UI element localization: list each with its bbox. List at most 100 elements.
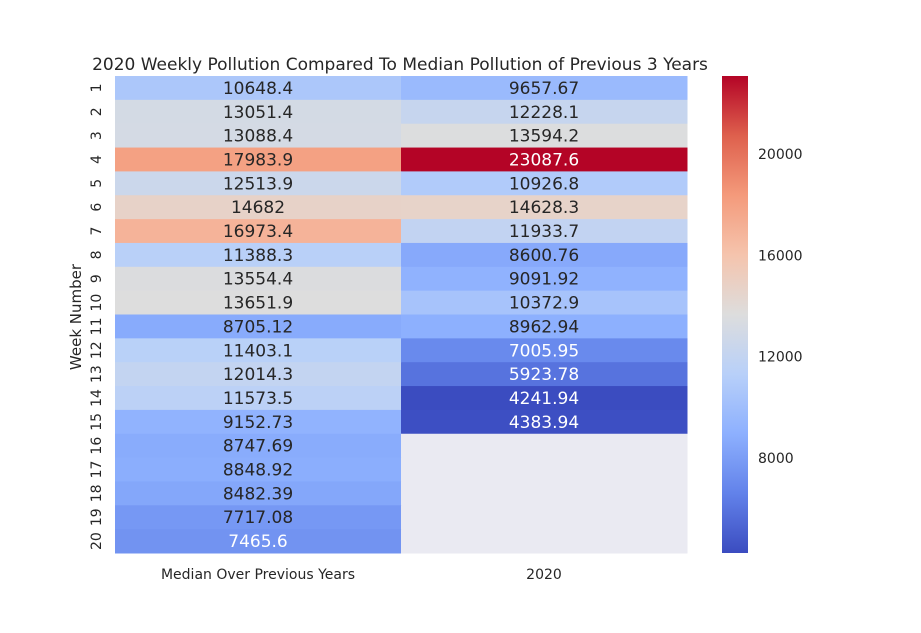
cell-value-label: 12513.9 <box>223 174 293 194</box>
heatmap-cell-r4-c1 <box>115 147 402 172</box>
y-axis-label: Week Number <box>67 263 85 370</box>
heatmap-cell-r20-c1 <box>115 529 402 554</box>
heatmap-cell-r12-c1 <box>115 338 402 363</box>
heatmap-cell-r16-c2 <box>401 433 688 459</box>
cell-value-label: 8962.94 <box>509 317 579 337</box>
heatmap-cell-r10-c2 <box>401 290 688 315</box>
column-tick-label: Median Over Previous Years <box>161 567 355 583</box>
heatmap-cell-r9-c2 <box>401 266 688 292</box>
row-tick-label: 5 <box>89 179 105 188</box>
heatmap-cell-r2-c1 <box>115 99 402 125</box>
heatmap-cell-r11-c2 <box>401 314 688 339</box>
heatmap-cell-r12-c2 <box>401 338 688 363</box>
heatmap-cell-r5-c2 <box>401 171 688 196</box>
heatmap-cell-r15-c2 <box>401 409 688 435</box>
cell-value-label: 14682 <box>231 198 285 218</box>
row-tick-label: 14 <box>89 389 105 407</box>
heatmap-cell-r16-c1 <box>115 433 402 459</box>
row-tick-label: 6 <box>89 203 105 212</box>
colorbar-tick-label: 8000 <box>758 451 794 467</box>
heatmap-cell-r9-c1 <box>115 266 402 292</box>
heatmap-cell-r17-c2 <box>401 457 688 482</box>
heatmap-cell-r14-c1 <box>115 386 402 411</box>
cell-value-label: 8747.69 <box>223 437 293 457</box>
row-tick-label: 20 <box>89 532 105 550</box>
heatmap-cell-r19-c2 <box>401 505 688 530</box>
heatmap-cells: 10648.4 9657.67 13051.4 12228.1 13088.4 13594… <box>115 76 688 554</box>
colorbar <box>722 76 748 553</box>
cell-value-label: 7465.6 <box>228 532 287 552</box>
row-tick-label: 3 <box>89 131 105 140</box>
heatmap-cell-r19-c1 <box>115 505 402 530</box>
cell-value-label: 5923.78 <box>509 365 579 385</box>
heatmap-cell-r8-c2 <box>401 242 688 268</box>
cell-value-label: 13594.2 <box>509 127 579 147</box>
row-tick-label: 11 <box>89 318 105 336</box>
column-labels: Median Over Previous Years 2020 <box>161 567 562 583</box>
cell-value-label: 17983.9 <box>223 150 293 170</box>
row-tick-label: 15 <box>89 413 105 431</box>
cell-value-label: 11933.7 <box>509 222 579 242</box>
row-tick-label: 1 <box>89 83 105 92</box>
cell-value-label: 8848.92 <box>223 461 293 481</box>
cell-value-label: 13051.4 <box>223 103 293 123</box>
cell-value-label: 13088.4 <box>223 127 293 147</box>
heatmap-cell-r2-c2 <box>401 99 688 125</box>
heatmap-cell-r3-c2 <box>401 123 688 149</box>
row-tick-label: 8 <box>89 250 105 259</box>
row-tick-label: 16 <box>89 437 105 455</box>
colorbar-ticks: 8000 12000 16000 20000 <box>758 147 803 467</box>
row-tick-label: 2 <box>89 107 105 116</box>
cell-value-label: 11573.5 <box>223 389 293 409</box>
heatmap-cell-r20-c2 <box>401 529 688 554</box>
cell-value-label: 11403.1 <box>223 341 293 361</box>
cell-value-label: 9091.92 <box>509 270 579 290</box>
cell-value-label: 11388.3 <box>223 246 293 266</box>
cell-value-label: 7005.95 <box>509 341 579 361</box>
heatmap-cell-r18-c2 <box>401 481 688 506</box>
cell-value-label: 10926.8 <box>509 174 579 194</box>
colorbar-tick-label: 16000 <box>758 248 803 264</box>
heatmap-cell-r13-c1 <box>115 362 402 387</box>
heatmap-cell-r17-c1 <box>115 457 402 482</box>
cell-value-label: 13554.4 <box>223 270 293 290</box>
heatmap-cell-r4-c2 <box>401 147 688 172</box>
cell-value-label: 12014.3 <box>223 365 293 385</box>
cell-value-label: 23087.6 <box>509 150 579 170</box>
row-tick-label: 17 <box>89 461 105 479</box>
colorbar-tick-label: 20000 <box>758 147 803 163</box>
row-tick-label: 10 <box>89 294 105 312</box>
colorbar-tick-label: 12000 <box>758 350 803 366</box>
row-tick-label: 7 <box>89 227 105 236</box>
column-tick-label: 2020 <box>526 567 562 583</box>
cell-value-label: 12228.1 <box>509 103 579 123</box>
cell-value-label: 4241.94 <box>509 389 579 409</box>
cell-value-label: 9152.73 <box>223 413 293 433</box>
heatmap-cell-r18-c1 <box>115 481 402 506</box>
chart-title: 2020 Weekly Pollution Compared To Median… <box>92 55 708 75</box>
heatmap-cell-r7-c1 <box>115 219 402 244</box>
row-tick-label: 4 <box>89 155 105 164</box>
heatmap-cell-r5-c1 <box>115 171 402 196</box>
cell-value-label: 8482.39 <box>223 484 293 504</box>
cell-value-label: 14628.3 <box>509 198 579 218</box>
cell-value-label: 10648.4 <box>223 79 293 99</box>
heatmap-cell-r1-c2 <box>401 76 688 101</box>
heatmap-cell-r13-c2 <box>401 362 688 387</box>
row-tick-label: 9 <box>89 274 105 283</box>
heatmap-cell-r3-c1 <box>115 123 402 149</box>
heatmap-cell-r6-c1 <box>115 195 402 220</box>
heatmap-cell-r6-c2 <box>401 195 688 220</box>
cell-value-label: 4383.94 <box>509 413 579 433</box>
heatmap-cell-r1-c1 <box>115 76 402 101</box>
cell-value-label: 10372.9 <box>509 294 579 314</box>
heatmap-cell-r11-c1 <box>115 314 402 339</box>
cell-value-label: 9657.67 <box>509 79 579 99</box>
cell-value-label: 7717.08 <box>223 508 293 528</box>
row-tick-label: 12 <box>89 341 105 359</box>
cell-value-label: 8705.12 <box>223 317 293 337</box>
row-tick-label: 13 <box>89 365 105 383</box>
cell-value-label: 16973.4 <box>223 222 293 242</box>
